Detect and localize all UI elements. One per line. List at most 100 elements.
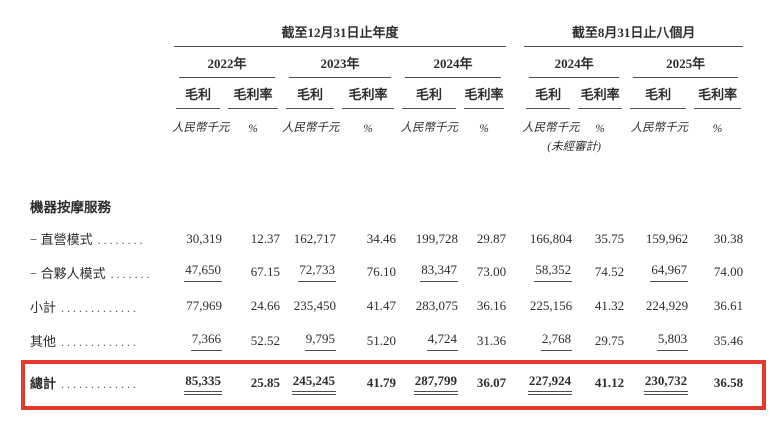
unaudited-note: (未經審計) — [547, 141, 601, 153]
value-cell: 36.58 — [713, 374, 744, 390]
table-row-others: 其他............. 7,366 52.52 9,795 51.20 … — [30, 323, 745, 358]
value-cell: 73.00 — [476, 264, 507, 279]
row-label: 總計 — [30, 376, 57, 391]
value-cell: 36.16 — [476, 298, 507, 313]
year-2025: 2025年 — [633, 53, 739, 78]
value-cell: 52.52 — [250, 332, 280, 348]
dot-leader: ............. — [61, 300, 140, 315]
gross-margin-header: 毛利率 — [464, 84, 505, 109]
spacer-cell — [508, 289, 522, 323]
spacer-cell — [508, 78, 522, 109]
gross-margin-header: 毛利率 — [578, 84, 623, 109]
value-cell: 35.46 — [713, 332, 744, 348]
section-label: 機器按摩服務 — [30, 199, 111, 215]
measure-cell: 毛利 — [626, 78, 690, 109]
year-cell: 2024年 — [522, 47, 626, 78]
unit-amount: 人民幣千元 — [282, 122, 340, 134]
value-cell: 235,450 — [293, 298, 336, 313]
value-cell: 199,728 — [415, 230, 458, 246]
empty-cell — [30, 78, 172, 109]
year-2024: 2024年 — [405, 53, 502, 78]
year-cell: 2022年 — [172, 47, 282, 78]
value-cell: 76.10 — [366, 264, 396, 279]
unit-amount: 人民幣千元 — [522, 122, 580, 134]
value-cell: 4,724 — [398, 323, 460, 358]
value-cell: 162,717 — [293, 230, 336, 246]
unit-percent: % — [712, 123, 723, 135]
spacer-cell — [508, 47, 522, 78]
gross-margin-header: 毛利率 — [694, 84, 742, 109]
gross-profit-header: 毛利 — [526, 84, 571, 109]
gross-margin-header: 毛利率 — [228, 84, 278, 109]
gross-profit-table: 截至12月31日止年度 截至8月31日止八個月 2022年 2023年 2024… — [30, 14, 745, 407]
unit-percent: % — [479, 123, 489, 135]
gross-profit-header: 毛利 — [286, 84, 334, 109]
year-2024-8m: 2024年 — [529, 53, 620, 78]
unit-amount: 人民幣千元 — [172, 122, 230, 134]
row-label-cell: 總計............. — [30, 358, 172, 407]
unaudited-note-row: (未經審計) — [30, 135, 745, 159]
value-cell: 67.15 — [250, 264, 280, 279]
unit-percent: % — [595, 123, 605, 135]
value-cell: 41.47 — [366, 298, 396, 313]
unit-amount: 人民幣千元 — [630, 122, 689, 134]
table-row-subtotal: 小計............. 77,969 24.66 235,450 41.… — [30, 289, 745, 323]
section-row: 機器按摩服務 — [30, 189, 745, 222]
spacer-cell — [508, 109, 522, 135]
year-cell: 2024年 — [398, 47, 508, 78]
year-cell: 2025年 — [626, 47, 745, 78]
empty-cell — [30, 47, 172, 78]
value-cell: 47,650 — [172, 255, 224, 289]
measure-cell: 毛利率 — [690, 78, 745, 109]
year-2023: 2023年 — [289, 53, 391, 78]
value-cell: 12.37 — [250, 230, 280, 246]
value-cell: 166,804 — [529, 230, 573, 246]
measure-cell: 毛利率 — [460, 78, 508, 109]
table-row-total: 總計............. 85,335 25.85 245,245 41.… — [30, 358, 745, 407]
gross-profit-header: 毛利 — [176, 84, 220, 109]
empty-cell — [626, 135, 745, 159]
value-cell: 77,969 — [186, 298, 222, 313]
period-group-cell: 截至12月31日止年度 — [172, 14, 508, 47]
dot-leader: ........ — [97, 233, 146, 247]
value-cell: 7,366 — [172, 323, 224, 358]
unit-amount: 人民幣千元 — [400, 122, 459, 134]
period-header-row: 截至12月31日止年度 截至8月31日止八個月 — [30, 14, 745, 47]
value-cell: 29.75 — [594, 332, 625, 348]
measure-cell: 毛利 — [398, 78, 460, 109]
year-2022: 2022年 — [179, 53, 275, 78]
spacer-cell — [508, 255, 522, 289]
row-label-cell: 小計............. — [30, 289, 172, 323]
gross-profit-header: 毛利 — [630, 84, 687, 109]
section-cell: 機器按摩服務 — [30, 189, 745, 222]
value-cell: 25.85 — [250, 374, 280, 390]
value-cell: 83,347 — [398, 255, 460, 289]
dot-leader: ............. — [61, 335, 140, 349]
measure-cell: 毛利率 — [224, 78, 282, 109]
row-label: − 直營模式 — [30, 232, 93, 247]
spacer-cell — [508, 14, 522, 47]
value-cell: 41.12 — [594, 374, 625, 390]
value-cell: 227,924 — [522, 358, 574, 407]
dot-leader: ............. — [61, 377, 140, 391]
empty-cell — [30, 109, 172, 135]
gross-profit-header: 毛利 — [402, 84, 456, 109]
units-row: 人民幣千元 % 人民幣千元 % 人民幣千元 % 人民幣千元 % 人民幣千元 % — [30, 109, 745, 135]
period-group-cell: 截至8月31日止八個月 — [522, 14, 745, 47]
period-group-eight-months: 截至8月31日止八個月 — [524, 22, 744, 47]
year-header-row: 2022年 2023年 2024年 2024年 2025年 — [30, 47, 745, 78]
measure-header-row: 毛利 毛利率 毛利 毛利率 毛利 毛利率 毛利 毛利率 毛利 毛利率 — [30, 78, 745, 109]
value-cell: 36.07 — [476, 374, 507, 390]
value-cell: 41.79 — [366, 374, 396, 390]
value-cell: 30.38 — [713, 230, 744, 246]
measure-cell: 毛利 — [282, 78, 338, 109]
value-cell: 230,732 — [626, 358, 690, 407]
value-cell: 24.66 — [250, 298, 280, 313]
row-label: − 合夥人模式 — [30, 265, 106, 281]
row-label-cell: − 合夥人模式....... — [30, 255, 172, 289]
value-cell: 225,156 — [529, 298, 573, 313]
value-cell: 51.20 — [366, 332, 396, 348]
value-cell: 36.61 — [713, 298, 744, 313]
value-cell: 2,768 — [522, 323, 574, 358]
